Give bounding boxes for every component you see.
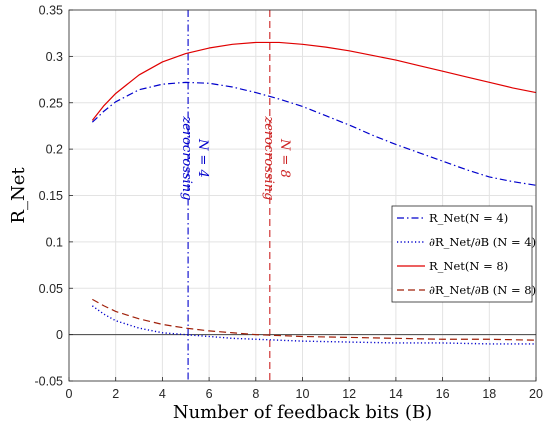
x-tick-label: 14 <box>389 387 403 401</box>
legend-label: ∂R_Net/∂B (N = 8) <box>429 283 536 297</box>
y-tick-label: 0.2 <box>46 143 63 157</box>
zero-crossing-text: zerocrossing <box>179 115 194 200</box>
x-tick-label: 6 <box>206 387 213 401</box>
y-tick-label: -0.05 <box>35 375 64 389</box>
zero-crossing-n-text: N = 4 <box>195 138 210 178</box>
series-line <box>92 298 537 341</box>
legend-label: R_Net(N = 4) <box>429 211 508 225</box>
legend-box <box>391 205 533 303</box>
y-tick-label: 0.1 <box>46 235 63 249</box>
x-tick-label: 16 <box>436 387 450 401</box>
y-tick-label: 0.35 <box>39 4 63 18</box>
x-tick-label: 12 <box>342 387 356 401</box>
series <box>91 41 537 345</box>
x-tick-label: 0 <box>66 387 73 401</box>
x-tick-label: 8 <box>252 387 259 401</box>
annotations: zerocrossing N = 4 zerocrossing N = 8 <box>179 10 292 381</box>
x-tick-label: 18 <box>482 387 496 401</box>
y-tick-label: 0 <box>56 328 63 342</box>
zero-crossing-label: zerocrossing N = 8 <box>261 115 292 200</box>
y-axis-label: R_Net <box>8 167 29 224</box>
series-line <box>91 305 536 345</box>
x-tick-label: 20 <box>529 387 543 401</box>
legend-label: R_Net(N = 8) <box>429 259 508 273</box>
legend-label: ∂R_Net/∂B (N = 4) <box>429 235 536 249</box>
y-tick-label: 0.3 <box>46 50 63 64</box>
grid <box>68 9 537 382</box>
y-tick-label: 0.05 <box>39 282 63 296</box>
series-line <box>91 81 537 186</box>
y-tick-label: 0.25 <box>39 96 63 110</box>
series-line <box>91 41 537 121</box>
x-tick-label: 4 <box>159 387 166 401</box>
y-tick-label: 0.15 <box>39 189 63 203</box>
legend: R_Net(N = 4) ∂R_Net/∂B (N = 4) R_Net(N = 8… <box>391 205 536 303</box>
tick-labels: 0 2 4 6 8 10 12 14 16 18 20-0.0500.050.10.150.20.2… <box>35 4 543 402</box>
zero-crossing-n-text: N = 8 <box>277 138 292 178</box>
x-tick-label: 2 <box>112 387 119 401</box>
zero-crossing-label: zerocrossing N = 4 <box>179 115 210 200</box>
x-tick-label: 10 <box>296 387 310 401</box>
zero-crossing-text: zerocrossing <box>261 115 276 200</box>
x-axis-label: Number of feedback bits (B) <box>173 402 432 423</box>
